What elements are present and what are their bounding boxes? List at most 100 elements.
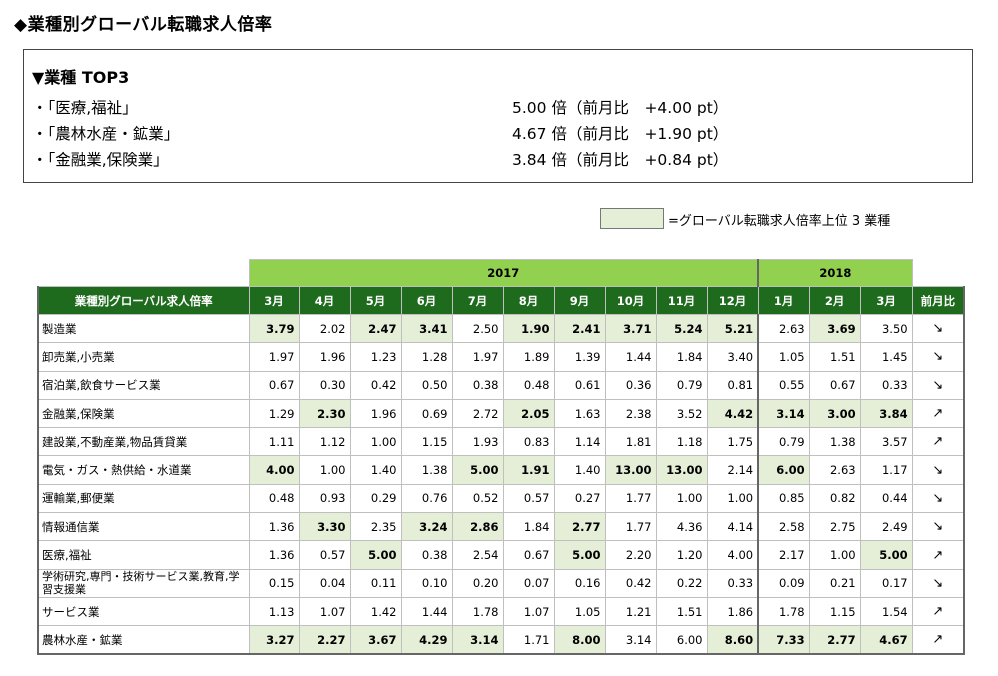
- ratio-cell: 0.42: [604, 568, 657, 598]
- ratio-cell: 1.44: [604, 342, 657, 372]
- month-column-header: 1月: [757, 286, 810, 315]
- ratio-cell: 1.45: [859, 342, 913, 372]
- ratio-cell: 3.41: [400, 313, 453, 344]
- ratio-cell: 5.21: [706, 313, 760, 344]
- ratio-cell: 0.85: [757, 483, 810, 514]
- ratio-cell: 1.91: [502, 455, 555, 485]
- ratio-cell: 3.14: [757, 398, 810, 429]
- ratio-cell: 1.07: [298, 596, 351, 627]
- ratio-cell: 0.50: [400, 370, 453, 400]
- ratio-cell: 1.28: [400, 342, 453, 372]
- ratio-cell: 5.24: [655, 313, 708, 344]
- year-header-blank: [912, 259, 965, 287]
- ratio-cell: 1.97: [451, 342, 504, 372]
- ratio-cell: 1.00: [349, 427, 402, 457]
- ratio-cell: 4.14: [706, 512, 760, 542]
- ratio-cell: 1.29: [248, 398, 300, 429]
- ratio-cell: 1.15: [808, 596, 861, 627]
- ratio-cell: 0.38: [400, 540, 453, 570]
- ratio-cell: 0.82: [808, 483, 861, 514]
- table-row: 建設業,不動産業,物品賃貸業 1.11 1.12 1.00 1.15 1.93 0.83 1.…: [37, 427, 966, 457]
- ratio-cell: 5.00: [349, 540, 402, 570]
- ratio-cell: 0.48: [502, 370, 555, 400]
- top3-summary-box: ▼業種 TOP3 ・「医療,福祉」 5.00 倍（前月比 +4.00 pt） ・…: [23, 49, 973, 183]
- ratio-cell: 2.35: [349, 512, 402, 542]
- ratio-cell: 1.96: [349, 398, 402, 429]
- ratio-cell: 8.60: [706, 625, 760, 656]
- ratio-cell: 1.77: [604, 483, 657, 514]
- ratio-cell: 1.84: [502, 512, 555, 542]
- top3-item: ・「医療,福祉」 5.00 倍（前月比 +4.00 pt）: [32, 96, 962, 118]
- top3-item-name: ・「医療,福祉」: [32, 99, 138, 117]
- change-arrow-icon: ↘: [911, 455, 966, 485]
- ratio-cell: 0.83: [502, 427, 555, 457]
- table-row: 電気・ガス・熱供給・水道業 4.00 1.00 1.40 1.38 5.00 1.91 1.4…: [37, 455, 966, 485]
- ratio-cell: 0.48: [248, 483, 300, 514]
- ratio-cell: 13.00: [604, 455, 657, 485]
- industry-name: サービス業: [37, 596, 250, 627]
- ratio-cell: 1.78: [757, 596, 810, 627]
- ratio-cell: 8.00: [553, 625, 606, 656]
- ratio-cell: 2.14: [706, 455, 760, 485]
- ratio-cell: 0.69: [400, 398, 453, 429]
- legend: =グローバル転職求人倍率上位 3 業種: [600, 208, 960, 230]
- table-row: 医療,福祉 1.36 0.57 5.00 0.38 2.54 0.67 5.00 2.20 1.2…: [37, 540, 966, 570]
- ratio-cell: 4.00: [706, 540, 760, 570]
- ratio-cell: 0.22: [655, 568, 708, 598]
- ratio-cell: 1.00: [706, 483, 760, 514]
- industry-name: 卸売業,小売業: [37, 342, 250, 372]
- ratio-cell: 0.67: [808, 370, 861, 400]
- top3-item-name: ・「農林水産・鉱業」: [32, 125, 180, 143]
- ratio-cell: 1.39: [553, 342, 606, 372]
- ratio-cell: 0.29: [349, 483, 402, 514]
- year-header-row: 2017 2018: [38, 259, 965, 287]
- ratio-cell: 4.36: [655, 512, 708, 542]
- change-arrow-icon: ↗: [911, 540, 966, 570]
- ratio-cell: 1.11: [248, 427, 300, 457]
- table-row: 農林水産・鉱業 3.27 2.27 3.67 4.29 3.14 1.71 8.00 3.14 6…: [37, 625, 966, 656]
- change-arrow-icon: ↗: [911, 398, 966, 429]
- top3-item: ・「金融業,保険業」 3.84 倍（前月比 +0.84 pt）: [32, 148, 962, 170]
- ratio-cell: 2.77: [808, 625, 861, 656]
- table-row: 宿泊業,飲食サービス業 0.67 0.30 0.42 0.50 0.38 0.48 0.61 0…: [37, 370, 966, 400]
- top3-item-name: ・「金融業,保険業」: [32, 151, 169, 169]
- top3-item-value: 5.00 倍（前月比 +4.00 pt）: [512, 99, 729, 117]
- table-row: 情報通信業 1.36 3.30 2.35 3.24 2.86 1.84 2.77 1.77 4.3…: [37, 512, 966, 542]
- month-column-header: 8月: [502, 286, 555, 315]
- change-arrow-icon: ↗: [911, 625, 966, 656]
- ratio-cell: 3.84: [859, 398, 913, 429]
- ratio-cell: 2.02: [298, 313, 351, 344]
- legend-swatch: [600, 208, 664, 229]
- ratio-cell: 0.93: [298, 483, 351, 514]
- ratio-cell: 1.36: [248, 540, 300, 570]
- ratio-cell: 2.77: [553, 512, 606, 542]
- ratio-cell: 1.86: [706, 596, 760, 627]
- ratio-cell: 1.40: [349, 455, 402, 485]
- ratio-cell: 1.36: [248, 512, 300, 542]
- ratio-cell: 0.76: [400, 483, 453, 514]
- top3-item: ・「農林水産・鉱業」 4.67 倍（前月比 +1.90 pt）: [32, 122, 962, 144]
- ratio-cell: 0.21: [808, 568, 861, 598]
- ratio-cell: 3.57: [859, 427, 913, 457]
- ratio-cell: 1.38: [808, 427, 861, 457]
- ratio-cell: 3.14: [451, 625, 504, 656]
- ratio-cell: 1.78: [451, 596, 504, 627]
- month-column-header: 9月: [553, 286, 606, 315]
- ratio-cell: 3.71: [604, 313, 657, 344]
- ratio-cell: 0.52: [451, 483, 504, 514]
- ratio-cell: 0.79: [757, 427, 810, 457]
- ratio-cell: 1.17: [859, 455, 913, 485]
- industry-name: 医療,福祉: [37, 540, 250, 570]
- ratio-cell: 0.15: [248, 568, 300, 598]
- industry-column-header: 業種別グローバル求人倍率: [37, 286, 250, 315]
- ratio-cell: 0.36: [604, 370, 657, 400]
- ratio-cell: 1.89: [502, 342, 555, 372]
- industry-name: 製造業: [37, 313, 250, 344]
- ratio-cell: 1.00: [655, 483, 708, 514]
- ratio-cell: 2.05: [502, 398, 555, 429]
- ratio-cell: 6.00: [655, 625, 708, 656]
- ratio-cell: 1.21: [604, 596, 657, 627]
- ratio-cell: 1.51: [655, 596, 708, 627]
- change-arrow-icon: ↘: [911, 342, 966, 372]
- ratio-cell: 2.54: [451, 540, 504, 570]
